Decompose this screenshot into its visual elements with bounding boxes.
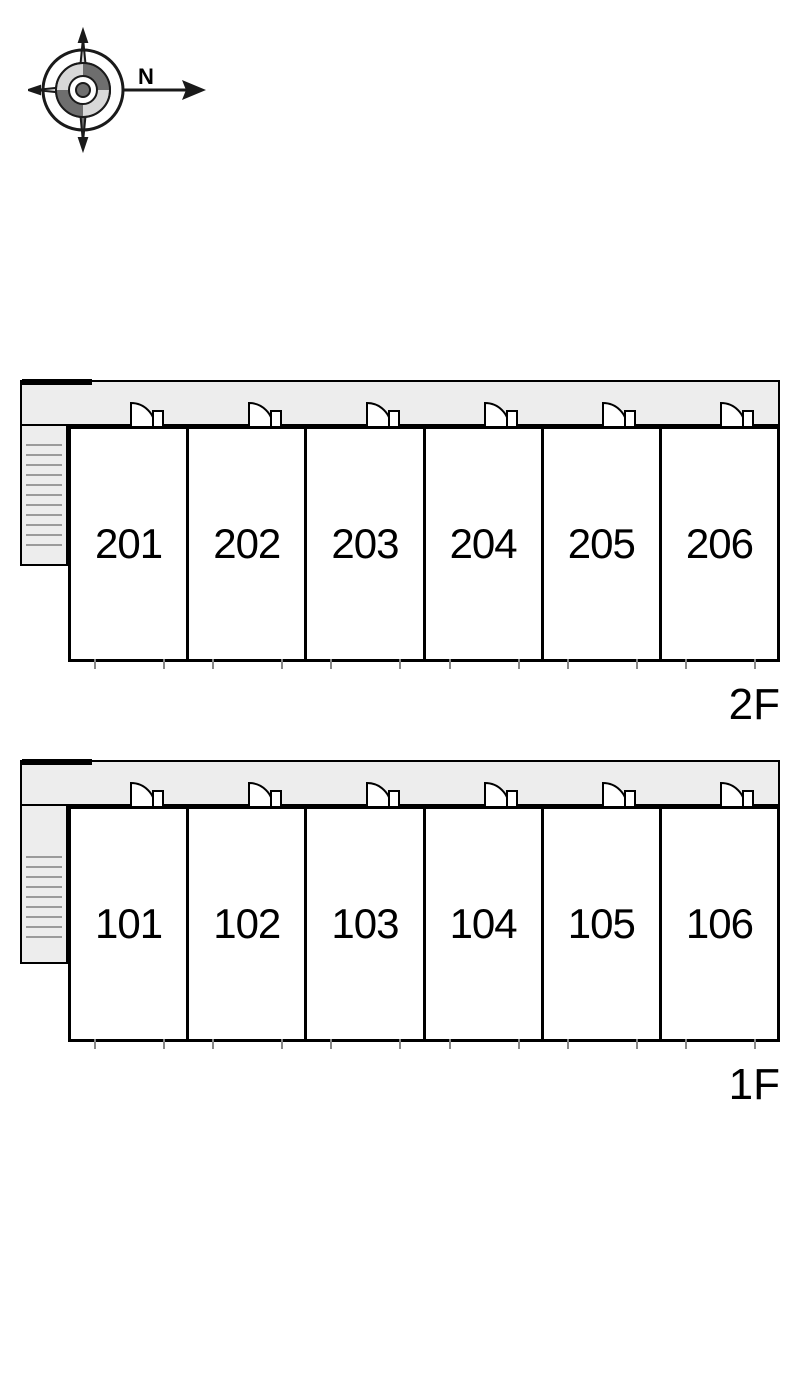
unit-number: 202 (213, 520, 280, 568)
stair-1f (20, 844, 68, 964)
unit-101: 101 (68, 806, 189, 1042)
unit-104: 104 (423, 806, 544, 1042)
door-icon (125, 393, 165, 429)
door-icon (479, 393, 519, 429)
unit-number: 101 (95, 900, 162, 948)
door-icon (715, 393, 755, 429)
unit-206: 206 (659, 426, 780, 662)
stair-2f (20, 426, 68, 566)
unit-number: 201 (95, 520, 162, 568)
unit-202: 202 (186, 426, 307, 662)
door-icon (597, 773, 637, 809)
unit-204: 204 (423, 426, 544, 662)
unit-number: 206 (686, 520, 753, 568)
floor-label-1f: 1F (729, 1060, 780, 1110)
unit-201: 201 (68, 426, 189, 662)
unit-number: 205 (568, 520, 635, 568)
floorplan-1f: 101 102 103 104 105 106 (20, 760, 780, 1060)
floorplan-2f: 201 202 203 204 205 206 (20, 380, 780, 680)
unit-number: 203 (331, 520, 398, 568)
floor-label-2f: 2F (729, 680, 780, 730)
unit-number: 106 (686, 900, 753, 948)
unit-number: 104 (450, 900, 517, 948)
door-icon (243, 773, 283, 809)
door-icon (479, 773, 519, 809)
unit-102: 102 (186, 806, 307, 1042)
unit-number: 204 (450, 520, 517, 568)
units-row-1f: 101 102 103 104 105 106 (68, 806, 780, 1042)
compass-direction-label: N (138, 64, 155, 90)
compass-icon (28, 20, 228, 160)
door-icon (243, 393, 283, 429)
corridor-ledge (22, 759, 92, 765)
unit-number: 105 (568, 900, 635, 948)
unit-103: 103 (304, 806, 425, 1042)
corridor-ledge (22, 379, 92, 385)
door-icon (125, 773, 165, 809)
door-icon (361, 773, 401, 809)
door-icon (597, 393, 637, 429)
units-row-2f: 201 202 203 204 205 206 (68, 426, 780, 662)
unit-number: 102 (213, 900, 280, 948)
unit-203: 203 (304, 426, 425, 662)
door-icon (715, 773, 755, 809)
unit-number: 103 (331, 900, 398, 948)
compass-rose: N (28, 20, 228, 165)
unit-105: 105 (541, 806, 662, 1042)
stair-upper-wall (20, 806, 68, 844)
unit-205: 205 (541, 426, 662, 662)
unit-106: 106 (659, 806, 780, 1042)
door-icon (361, 393, 401, 429)
